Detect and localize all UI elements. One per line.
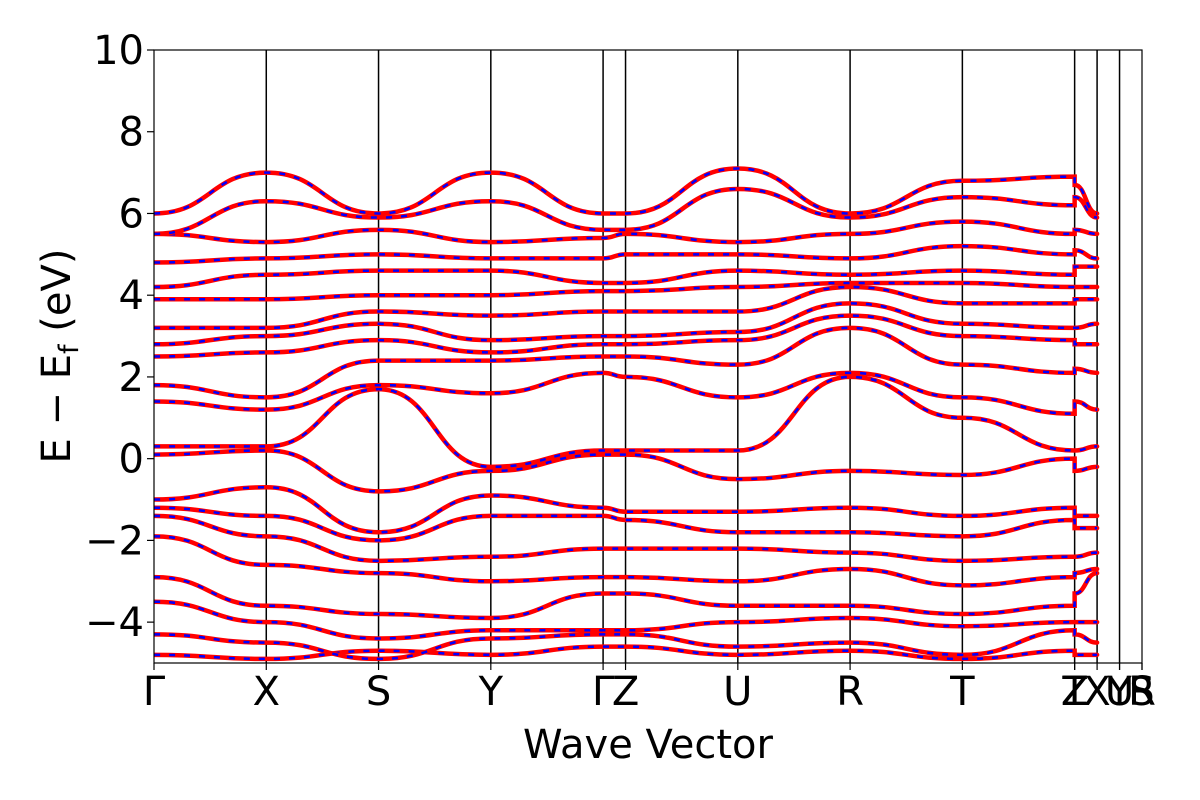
band-line-blue-17 xyxy=(154,244,1098,264)
x-tick-label: X xyxy=(1083,669,1110,715)
x-tick-label: T xyxy=(949,669,975,715)
band-line-red-6 xyxy=(154,505,1100,543)
band-line-blue-18 xyxy=(154,220,1098,244)
band-line-blue-0 xyxy=(154,645,1098,661)
x-tick-label: Z xyxy=(1061,669,1088,715)
y-axis-label: E − Ef (eV) xyxy=(34,249,85,464)
x-tick-label: U xyxy=(1105,669,1134,715)
y-axis-ticks: −4 −2 0 2 4 6 8 10 xyxy=(85,28,154,646)
band-line-blue-19 xyxy=(154,187,1098,236)
y-tick-label: 8 xyxy=(119,110,144,156)
y-tick-label: 0 xyxy=(119,437,144,483)
band-line-blue-16 xyxy=(154,265,1098,289)
band-line-red-3 xyxy=(154,570,1100,621)
band-line-red-5 xyxy=(154,513,1100,564)
x-tick-label: S xyxy=(366,669,391,715)
x-tick-label: S xyxy=(1129,669,1154,715)
band-line-blue-2 xyxy=(154,600,1098,640)
y-tick-label: 10 xyxy=(93,28,144,74)
band-line-blue-20 xyxy=(154,167,1098,215)
x-tick-label: X xyxy=(253,669,280,715)
band-line-blue-15 xyxy=(154,281,1098,301)
band-line-blue-4 xyxy=(154,535,1098,587)
y-tick-label: −4 xyxy=(85,600,144,646)
y-tick-label: 4 xyxy=(119,273,144,319)
x-tick-label: R xyxy=(836,669,864,715)
y-tick-label: 6 xyxy=(119,191,144,237)
plot-frame xyxy=(153,49,1143,664)
band-line-blue-9 xyxy=(154,375,1098,469)
x-tick-label: Γ xyxy=(143,669,166,715)
y-axis-label-subscript: f xyxy=(54,343,85,354)
kpoint-separator-lines xyxy=(265,50,1121,663)
y-tick-label: 2 xyxy=(119,355,144,401)
band-line-red-7 xyxy=(154,485,1100,535)
band-line-blue-1 xyxy=(154,629,1098,661)
y-axis-label-unit: (eV) xyxy=(34,249,80,345)
band-line-blue-8 xyxy=(154,449,1098,493)
x-tick-label: T xyxy=(1061,669,1087,715)
band-line-blue-13 xyxy=(154,302,1098,346)
band-lines xyxy=(154,166,1100,662)
band-line-blue-11 xyxy=(154,326,1098,399)
x-tick-label: R xyxy=(1128,669,1156,715)
band-line-blue-14 xyxy=(154,285,1098,330)
band-line-blue-12 xyxy=(154,314,1098,358)
band-line-blue-10 xyxy=(154,371,1098,415)
y-axis-label-main: E − E xyxy=(34,354,80,464)
x-tick-label: Γ xyxy=(592,669,615,715)
y-tick-label: −2 xyxy=(85,518,144,564)
x-tick-label: Y xyxy=(478,669,504,715)
x-axis-label: Wave Vector xyxy=(523,722,774,768)
x-tick-label: Z xyxy=(612,669,639,715)
x-tick-label: U xyxy=(723,669,752,715)
x-tick-label: Y xyxy=(1106,669,1132,715)
